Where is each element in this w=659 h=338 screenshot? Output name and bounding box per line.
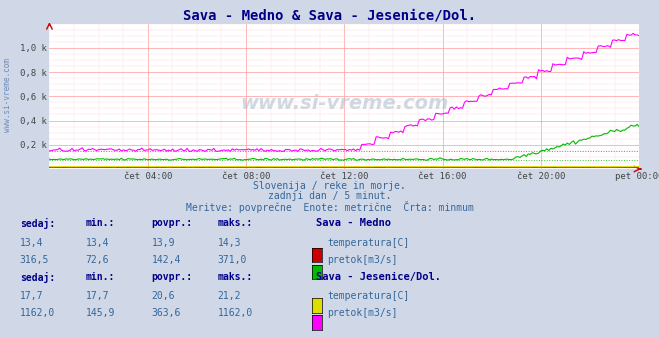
Text: zadnji dan / 5 minut.: zadnji dan / 5 minut. [268, 191, 391, 201]
Text: 14,3: 14,3 [217, 238, 241, 248]
Text: povpr.:: povpr.: [152, 272, 192, 282]
Text: 142,4: 142,4 [152, 255, 181, 265]
Text: Sava - Medno: Sava - Medno [316, 218, 391, 228]
Text: 21,2: 21,2 [217, 291, 241, 301]
Text: maks.:: maks.: [217, 272, 252, 282]
Text: 363,6: 363,6 [152, 308, 181, 318]
Text: sedaj:: sedaj: [20, 272, 55, 283]
Text: 20,6: 20,6 [152, 291, 175, 301]
Text: 371,0: 371,0 [217, 255, 247, 265]
Text: 72,6: 72,6 [86, 255, 109, 265]
Text: 17,7: 17,7 [20, 291, 43, 301]
Text: 17,7: 17,7 [86, 291, 109, 301]
Text: Slovenija / reke in morje.: Slovenija / reke in morje. [253, 181, 406, 191]
Text: min.:: min.: [86, 218, 115, 228]
Text: 145,9: 145,9 [86, 308, 115, 318]
Text: 316,5: 316,5 [20, 255, 49, 265]
Text: 13,4: 13,4 [86, 238, 109, 248]
Text: povpr.:: povpr.: [152, 218, 192, 228]
Text: 13,4: 13,4 [20, 238, 43, 248]
Text: maks.:: maks.: [217, 218, 252, 228]
Text: www.si-vreme.com: www.si-vreme.com [3, 58, 13, 131]
Text: pretok[m3/s]: pretok[m3/s] [328, 255, 398, 265]
Text: temperatura[C]: temperatura[C] [328, 238, 410, 248]
Text: min.:: min.: [86, 272, 115, 282]
Text: www.si-vreme.com: www.si-vreme.com [240, 94, 449, 113]
Text: 1162,0: 1162,0 [20, 308, 55, 318]
Text: 1162,0: 1162,0 [217, 308, 252, 318]
Text: temperatura[C]: temperatura[C] [328, 291, 410, 301]
Text: 13,9: 13,9 [152, 238, 175, 248]
Text: pretok[m3/s]: pretok[m3/s] [328, 308, 398, 318]
Text: Sava - Jesenice/Dol.: Sava - Jesenice/Dol. [316, 272, 442, 282]
Text: Sava - Medno & Sava - Jesenice/Dol.: Sava - Medno & Sava - Jesenice/Dol. [183, 8, 476, 22]
Text: Meritve: povprečne  Enote: metrične  Črta: minmum: Meritve: povprečne Enote: metrične Črta:… [186, 201, 473, 213]
Text: sedaj:: sedaj: [20, 218, 55, 229]
